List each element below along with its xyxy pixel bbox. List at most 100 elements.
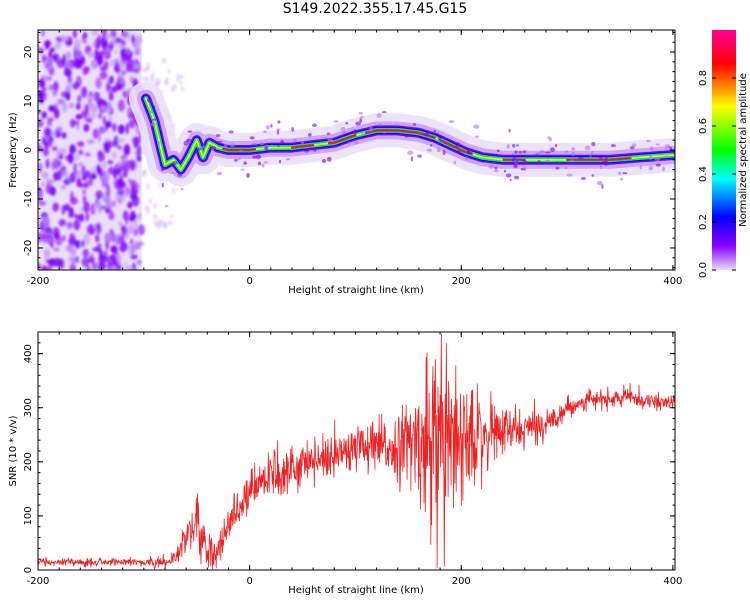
noise-blob <box>97 151 105 163</box>
ridge-speck <box>584 145 591 150</box>
noise-blob <box>113 135 119 147</box>
noise-blob <box>95 77 102 89</box>
ridge-speck <box>602 160 608 163</box>
noise-blob <box>136 225 143 232</box>
ridge-speck <box>264 146 269 151</box>
snr-frame <box>37 331 676 571</box>
noise-blob <box>118 60 125 69</box>
snr-ylabel: SNR (10 * v/v) <box>8 415 19 486</box>
noise-blob <box>119 178 124 185</box>
noise-blob <box>73 213 79 219</box>
snr-xlabel: Height of straight line (km) <box>288 585 424 596</box>
noise-blob <box>77 162 84 167</box>
noise-blob <box>52 202 59 212</box>
ridge-speck <box>327 138 334 142</box>
ridge-speck <box>649 146 654 151</box>
noise-blob <box>82 66 88 76</box>
noise-blob <box>108 75 114 85</box>
ridge-speck <box>513 164 518 169</box>
noise-blob <box>87 139 95 144</box>
noise-blob <box>125 122 129 135</box>
x-tick-label: -200 <box>27 276 50 287</box>
noise-blob <box>95 190 104 200</box>
ridge-speck <box>307 133 312 137</box>
noise-blob <box>75 239 80 249</box>
noise-blob <box>112 122 117 133</box>
noise-blob <box>133 63 140 70</box>
ridge-speck <box>456 149 462 154</box>
noise-blobs <box>38 30 185 270</box>
noise-blob <box>137 212 142 221</box>
noise-blob <box>135 136 141 145</box>
ridge-speck <box>410 156 414 162</box>
noise-blob <box>76 119 80 131</box>
noise-blob <box>53 247 60 252</box>
ridge-speck <box>160 167 165 172</box>
ridge-speck <box>564 150 569 153</box>
noise-blob <box>71 257 75 269</box>
ridge-speck <box>361 131 365 135</box>
noise-blob <box>161 57 166 64</box>
noise-blob <box>77 95 82 103</box>
noise-blob <box>69 144 77 155</box>
noise-blob <box>84 111 88 123</box>
noise-blob <box>91 61 97 70</box>
noise-blob <box>152 214 158 220</box>
noise-blob <box>103 50 111 60</box>
noise-blob <box>44 127 52 137</box>
ridge-speck <box>663 155 670 159</box>
y-tick-label: -20 <box>23 240 34 256</box>
ridge-speck <box>246 173 250 178</box>
noise-blob <box>97 53 104 66</box>
noise-blob <box>80 86 88 99</box>
noise-blob <box>45 182 53 194</box>
noise-blob <box>110 254 115 262</box>
ridge-speck <box>333 120 339 123</box>
noise-blob <box>103 60 109 70</box>
ridge-speck <box>605 155 608 160</box>
ridge-speck <box>518 150 523 154</box>
noise-blob <box>149 197 153 204</box>
ridge-speck <box>669 146 673 151</box>
noise-blob <box>53 257 61 268</box>
noise-blob <box>41 111 47 119</box>
ridge-speck <box>591 141 596 147</box>
noise-blob <box>83 31 88 39</box>
noise-blob <box>73 256 80 264</box>
noise-blob <box>86 117 93 123</box>
ridge-speck <box>360 115 364 119</box>
ridge-speck <box>382 131 387 134</box>
ridge-speck <box>555 166 560 170</box>
ridge-speck <box>535 151 542 155</box>
chart-title: S149.2022.355.17.45.G15 <box>282 1 468 17</box>
noise-blob <box>129 188 135 195</box>
noise-blob <box>129 210 136 223</box>
ridge-speck <box>522 150 527 154</box>
noise-blob <box>99 205 108 210</box>
ridge-speck <box>581 177 586 180</box>
noise-blob <box>56 98 65 105</box>
noise-blob <box>62 54 67 65</box>
ridge-speck <box>509 178 512 182</box>
ridge-speck <box>252 142 258 145</box>
noise-blob <box>126 58 135 70</box>
ridge-speck <box>280 140 284 145</box>
ridge-speck <box>258 142 265 146</box>
noise-blob <box>72 237 77 247</box>
ridge-speck <box>514 150 518 154</box>
noise-blob <box>100 128 105 133</box>
noise-blob <box>145 66 149 72</box>
noise-blob <box>111 200 116 207</box>
noise-blob <box>87 52 95 58</box>
noise-blob <box>106 160 114 165</box>
ridge-speck <box>270 124 273 128</box>
ridge-speck <box>177 172 183 177</box>
noise-blob <box>47 179 56 185</box>
ridge-speck <box>187 130 193 133</box>
noise-blob <box>102 116 107 125</box>
noise-blob <box>117 253 121 266</box>
noise-blob <box>117 124 125 135</box>
ridge-speck <box>564 166 568 170</box>
ridge-speck <box>326 132 330 136</box>
noise-blob <box>64 91 71 101</box>
